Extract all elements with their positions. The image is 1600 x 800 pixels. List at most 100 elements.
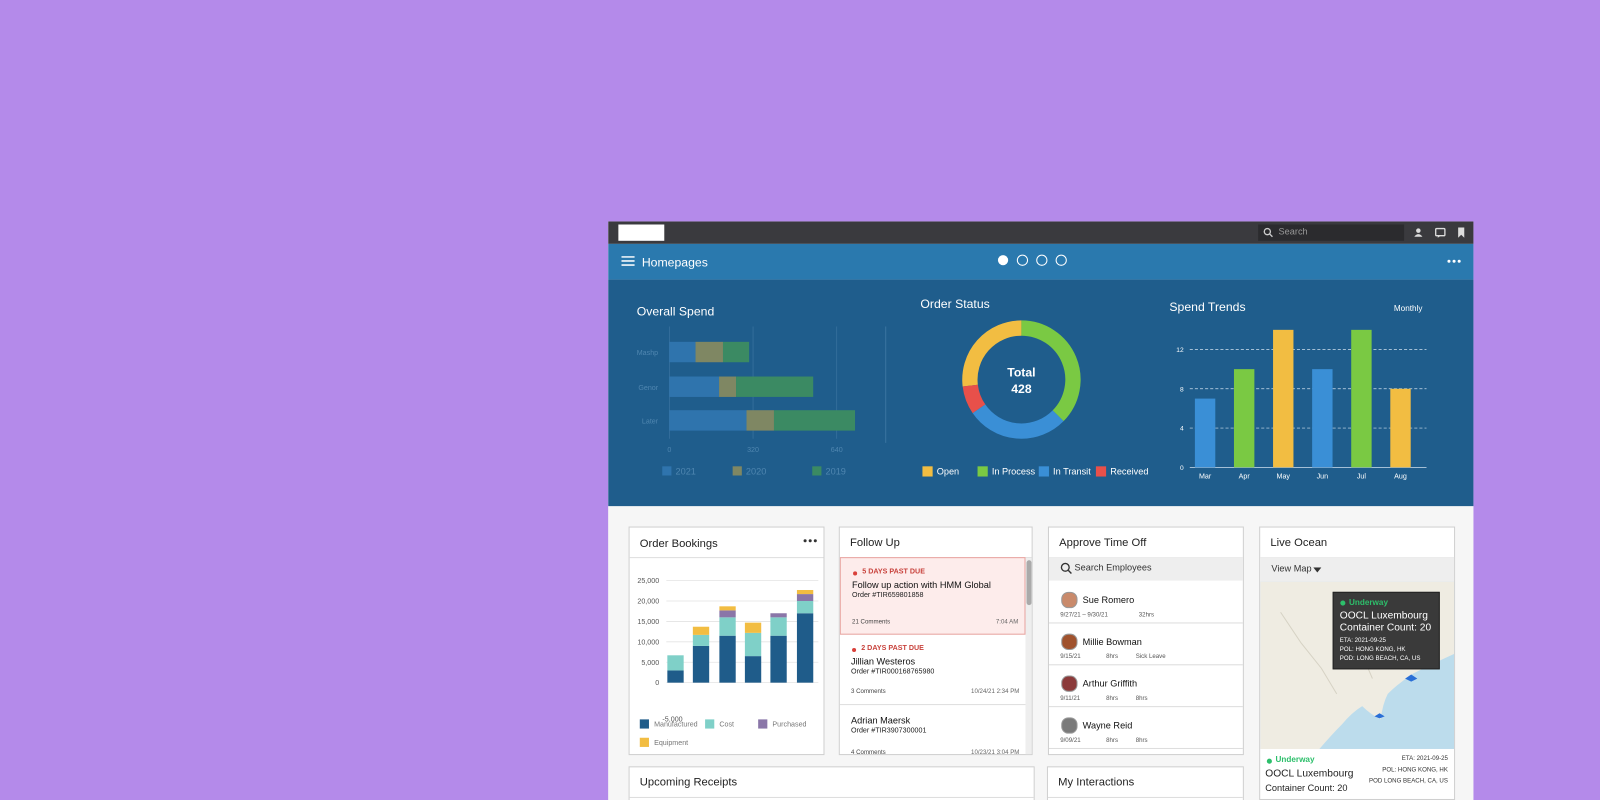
- due-label: 2 DAYS PAST DUE: [861, 644, 924, 653]
- bar: [1273, 329, 1294, 468]
- x-tick-label: Mar: [1199, 473, 1212, 481]
- bar-segment: [770, 613, 787, 618]
- legend-swatch: [639, 719, 649, 729]
- employee-row[interactable]: Sue Romero 9/27/21 – 9/30/21 32hrs: [1048, 582, 1243, 624]
- search-placeholder: Search Employees: [1074, 562, 1152, 573]
- menu-icon[interactable]: [621, 256, 635, 266]
- legend-swatch: [662, 466, 672, 476]
- order-number: Order #TIR3907300001: [851, 727, 927, 735]
- logo: [618, 224, 665, 241]
- bar-segment: [773, 410, 856, 431]
- bar-segment: [695, 341, 723, 363]
- bar: [1194, 398, 1216, 468]
- legend-label: In Process: [992, 466, 1036, 476]
- card-title: Live Ocean: [1270, 536, 1328, 549]
- tooltip-ship: OOCL Luxembourg: [1339, 610, 1428, 622]
- legend-swatch: [732, 466, 742, 476]
- tooltip-eta: ETA: 2021-09-25: [1339, 637, 1386, 644]
- employee-row[interactable]: Arthur Griffith 9/11/21 8hrs 8hrs: [1048, 665, 1243, 708]
- x-tick-label: Jun: [1317, 473, 1329, 481]
- request-date: 9/09/21: [1060, 737, 1081, 744]
- view-map[interactable]: View Map: [1271, 563, 1312, 574]
- bar: [1233, 369, 1255, 468]
- request-type: Sick Leave: [1135, 654, 1166, 661]
- order-number: Order #TIR000168765980: [851, 668, 935, 676]
- card-title: My Interactions: [1058, 776, 1135, 789]
- comments: 3 Comments: [851, 688, 886, 695]
- due-dot: [853, 571, 858, 576]
- bar-segment: [796, 589, 814, 595]
- y-tick-label: -5,000: [662, 715, 682, 723]
- follow-up-item[interactable]: Adrian Maersk Order #TIR3907300001 4 Comme…: [840, 705, 1026, 754]
- detail-pol: POL: HONG KONG, HK: [1382, 767, 1448, 774]
- bar-segment: [692, 645, 710, 683]
- chart-title: Order Status: [920, 297, 989, 311]
- scroll-track: [1025, 558, 1032, 755]
- bar-segment: [669, 341, 696, 363]
- donut-segment: [962, 320, 1022, 387]
- more-dot[interactable]: [803, 539, 807, 543]
- y-tick-label: 10,000: [637, 638, 659, 646]
- order-number: Order #TIR659801858: [852, 591, 924, 599]
- search-box[interactable]: Search: [1258, 224, 1405, 241]
- employee-row[interactable]: Millie Bowman 9/15/21 8hrs Sick Leave: [1048, 623, 1243, 666]
- bookings-chart: Order Bookings -5,000 0 5,000 10,000 15,000 20…: [629, 538, 824, 747]
- timestamp: 10/24/21 2:34 PM: [971, 688, 1020, 695]
- chart-title: Spend Trends: [1169, 300, 1245, 314]
- y-tick-label: Later: [642, 417, 659, 425]
- chart-title: Overall Spend: [637, 304, 715, 318]
- pager[interactable]: [996, 253, 1069, 267]
- x-tick-label: 640: [831, 446, 843, 454]
- legend-label: 2020: [746, 466, 766, 476]
- app-window: Search Homepages Overall Spend 0 320 640 Mas…: [608, 221, 1474, 800]
- bar: [1312, 369, 1333, 468]
- y-tick-label: Genor: [638, 384, 658, 392]
- bar-segment: [744, 622, 762, 633]
- view-map-bar[interactable]: View Map: [1260, 557, 1455, 582]
- x-tick-label: Jul: [1357, 473, 1367, 481]
- tooltip-status: Underway: [1348, 597, 1388, 608]
- more-menu[interactable]: [1447, 259, 1461, 263]
- bar: [1351, 329, 1372, 468]
- divider: [1047, 796, 1243, 798]
- y-tick-label: 15,000: [637, 618, 659, 626]
- follow-up-item[interactable]: 5 DAYS PAST DUE Follow up action with HMM…: [839, 557, 1026, 635]
- bar-segment: [736, 376, 814, 397]
- timestamp: 7:04 AM: [995, 619, 1019, 626]
- page-title: Homepages: [641, 255, 708, 270]
- bar-segment: [669, 410, 747, 431]
- legend-swatch: [977, 466, 988, 477]
- bar-segment: [692, 634, 710, 646]
- bar-segment: [719, 376, 737, 397]
- approve-time-off-card: Approve Time Off Search Employees Sue Ro…: [1047, 526, 1244, 756]
- scroll-thumb[interactable]: [1026, 560, 1032, 606]
- request-hours: 8hrs: [1106, 737, 1119, 744]
- legend-label: In Transit: [1053, 466, 1091, 476]
- legend-label: Equipment: [654, 739, 688, 747]
- request-hours: 8hrs: [1106, 695, 1119, 703]
- card-title: Upcoming Receipts: [639, 776, 738, 789]
- more-dot[interactable]: [813, 539, 817, 543]
- legend-swatch: [812, 466, 822, 476]
- request-hours: 8hrs: [1106, 654, 1119, 661]
- employee-search[interactable]: Search Employees: [1048, 557, 1243, 581]
- detail-status: Underway: [1275, 755, 1315, 765]
- follow-up-item[interactable]: 2 DAYS PAST DUE Jillian Westeros Order #TI…: [839, 635, 1026, 706]
- more-dot[interactable]: [808, 539, 812, 543]
- legend-label: Received: [1110, 466, 1148, 476]
- legend-swatch: [705, 719, 715, 729]
- chart-panel: Overall Spend 0 320 640 Mashp Genor Later 2021 2…: [608, 279, 1474, 507]
- card-title: Order Bookings: [640, 538, 718, 550]
- employee-name: Arthur Griffith: [1082, 678, 1138, 689]
- employee-row[interactable]: Wayne Reid 9/09/21 8hrs 8hrs: [1048, 707, 1243, 749]
- bar-segment: [770, 635, 787, 683]
- legend-label: Cost: [719, 721, 734, 729]
- ship-tooltip: Underway OOCL Luxembourg Container Count…: [1332, 591, 1440, 670]
- divider: [629, 796, 1034, 798]
- x-tick-label: Aug: [1394, 473, 1407, 481]
- legend-swatch: [639, 737, 649, 747]
- bar-segment: [667, 655, 684, 671]
- detail-count: Container Count: 20: [1265, 782, 1348, 793]
- donut-segment: [972, 404, 1064, 439]
